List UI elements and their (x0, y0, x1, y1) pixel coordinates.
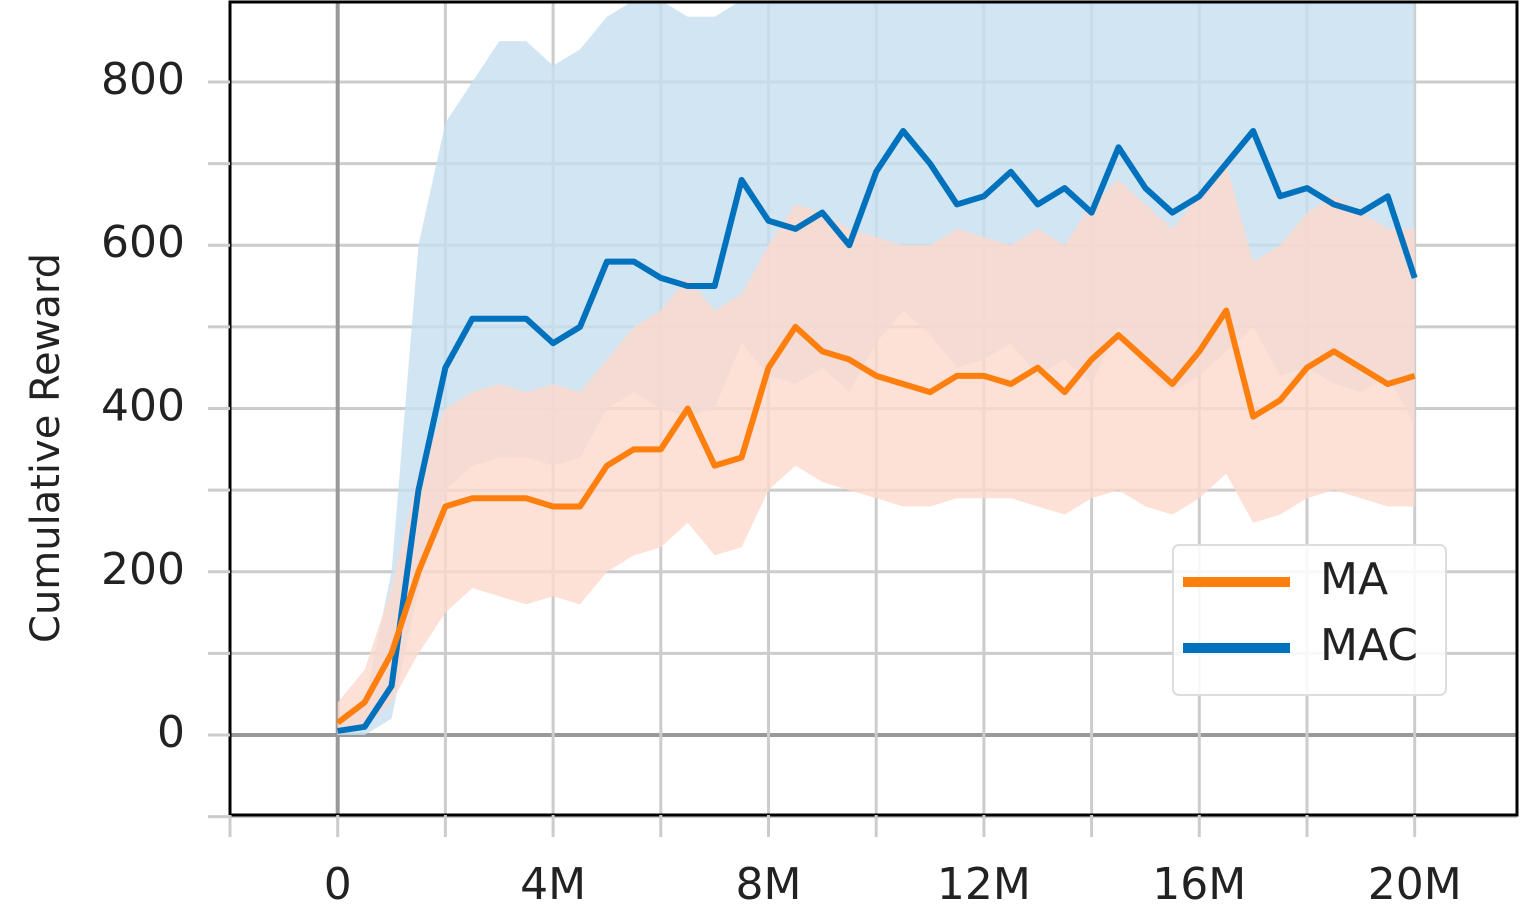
x-tick-label: 4M (520, 859, 586, 910)
y-tick-label: 600 (101, 217, 185, 268)
ticks: 0 200 400 600 800 0 4M 8M 12M 16M 20M (101, 54, 1462, 910)
x-tick-label: 16M (1152, 859, 1246, 910)
y-tick-label: 200 (101, 544, 185, 595)
x-tick-label: 0 (324, 859, 352, 910)
plot-area (335, 2, 1418, 736)
y-tick-label: 400 (101, 381, 185, 432)
x-tick-label: 20M (1368, 859, 1462, 910)
y-tick-label: 0 (157, 707, 185, 758)
y-tick-label: 800 (101, 54, 185, 105)
legend-label: MA (1320, 554, 1388, 605)
x-tick-label: 12M (937, 859, 1031, 910)
confidence-band (337, 163, 1415, 736)
series-line (335, 307, 1416, 726)
legend: MA MAC (1172, 544, 1447, 696)
x-tick-label: 8M (736, 859, 802, 910)
legend-label: MAC (1320, 620, 1418, 671)
y-axis-label: Cumulative Reward (23, 253, 69, 643)
series-line (337, 127, 1418, 734)
